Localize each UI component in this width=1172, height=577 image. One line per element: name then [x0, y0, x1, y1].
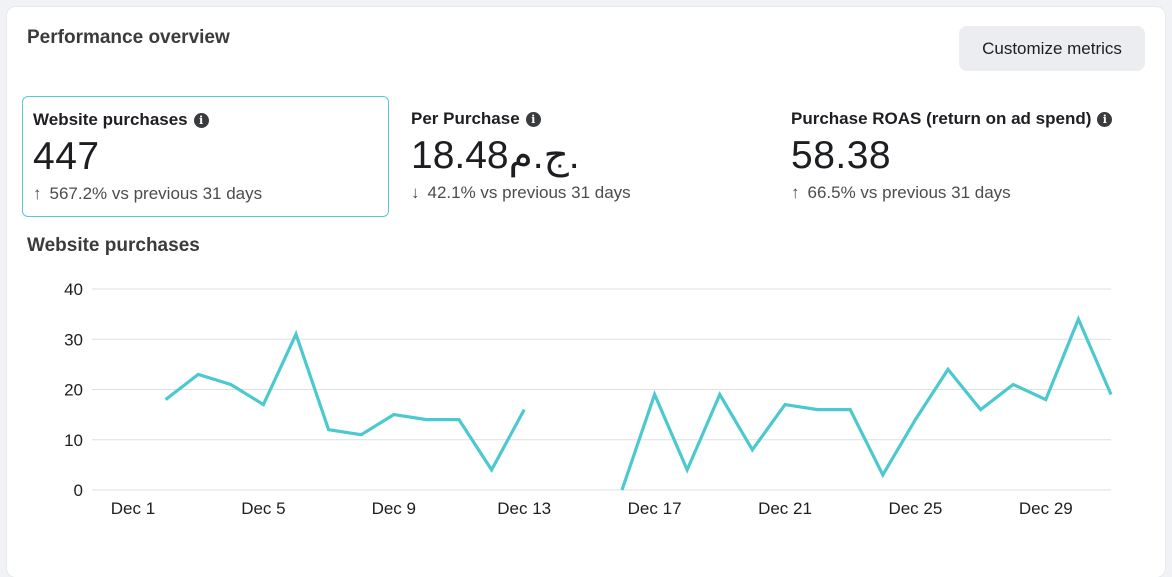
y-tick-label: 30 [64, 330, 83, 349]
metric-value: 18.48ج.م. [411, 134, 580, 177]
arrow-down-icon: ↓ [411, 183, 420, 202]
metric-change: 66.5% vs previous 31 days [807, 183, 1011, 202]
y-tick-label: 0 [74, 481, 83, 500]
card-title: Performance overview [27, 27, 230, 48]
y-tick-label: 40 [64, 280, 83, 299]
series-line [620, 314, 1113, 491]
metric-card-website-purchases[interactable]: Website purchases i 447 ↑ 567.2% vs prev… [22, 96, 389, 217]
x-tick-label: Dec 1 [111, 499, 155, 518]
x-tick-label: Dec 29 [1019, 499, 1073, 518]
info-icon[interactable]: i [193, 112, 209, 128]
x-tick-label: Dec 5 [241, 499, 285, 518]
y-tick-label: 20 [64, 381, 83, 400]
metric-label: Per Purchase [411, 109, 520, 128]
customize-metrics-button[interactable]: Customize metrics [959, 26, 1145, 71]
performance-overview-card: Performance overview Customize metrics W… [7, 7, 1165, 577]
metric-change: 567.2% vs previous 31 days [49, 184, 263, 203]
x-tick-label: Dec 13 [497, 499, 551, 518]
arrow-up-icon: ↑ [33, 184, 42, 203]
info-icon[interactable]: i [1097, 111, 1113, 127]
metric-value: 58.38 [791, 134, 892, 177]
y-tick-label: 10 [64, 431, 83, 450]
x-tick-label: Dec 9 [372, 499, 416, 518]
purchases-line-chart: 0 10 20 30 40 Dec 1 Dec 5 Dec 9 Dec 13 Dec 17 Dec … [64, 280, 1113, 518]
metric-label: Purchase ROAS (return on ad spend) [791, 109, 1092, 128]
arrow-up-icon: ↑ [791, 183, 800, 202]
metric-card-per-purchase[interactable]: Per Purchase i 18.48ج.م. ↓ 42.1% vs prev… [401, 96, 768, 217]
x-tick-label: Dec 21 [758, 499, 812, 518]
x-tick-label: Dec 25 [888, 499, 942, 518]
metric-change: 42.1% vs previous 31 days [427, 183, 631, 202]
info-icon[interactable]: i [525, 111, 541, 127]
chart-title: Website purchases [27, 235, 200, 256]
x-tick-label: Dec 17 [628, 499, 682, 518]
series-line [164, 329, 526, 474]
metric-value: 447 [33, 135, 100, 178]
metric-card-purchase-roas[interactable]: Purchase ROAS (return on ad spend) i 58.… [781, 96, 1148, 217]
metric-label: Website purchases [33, 110, 188, 129]
